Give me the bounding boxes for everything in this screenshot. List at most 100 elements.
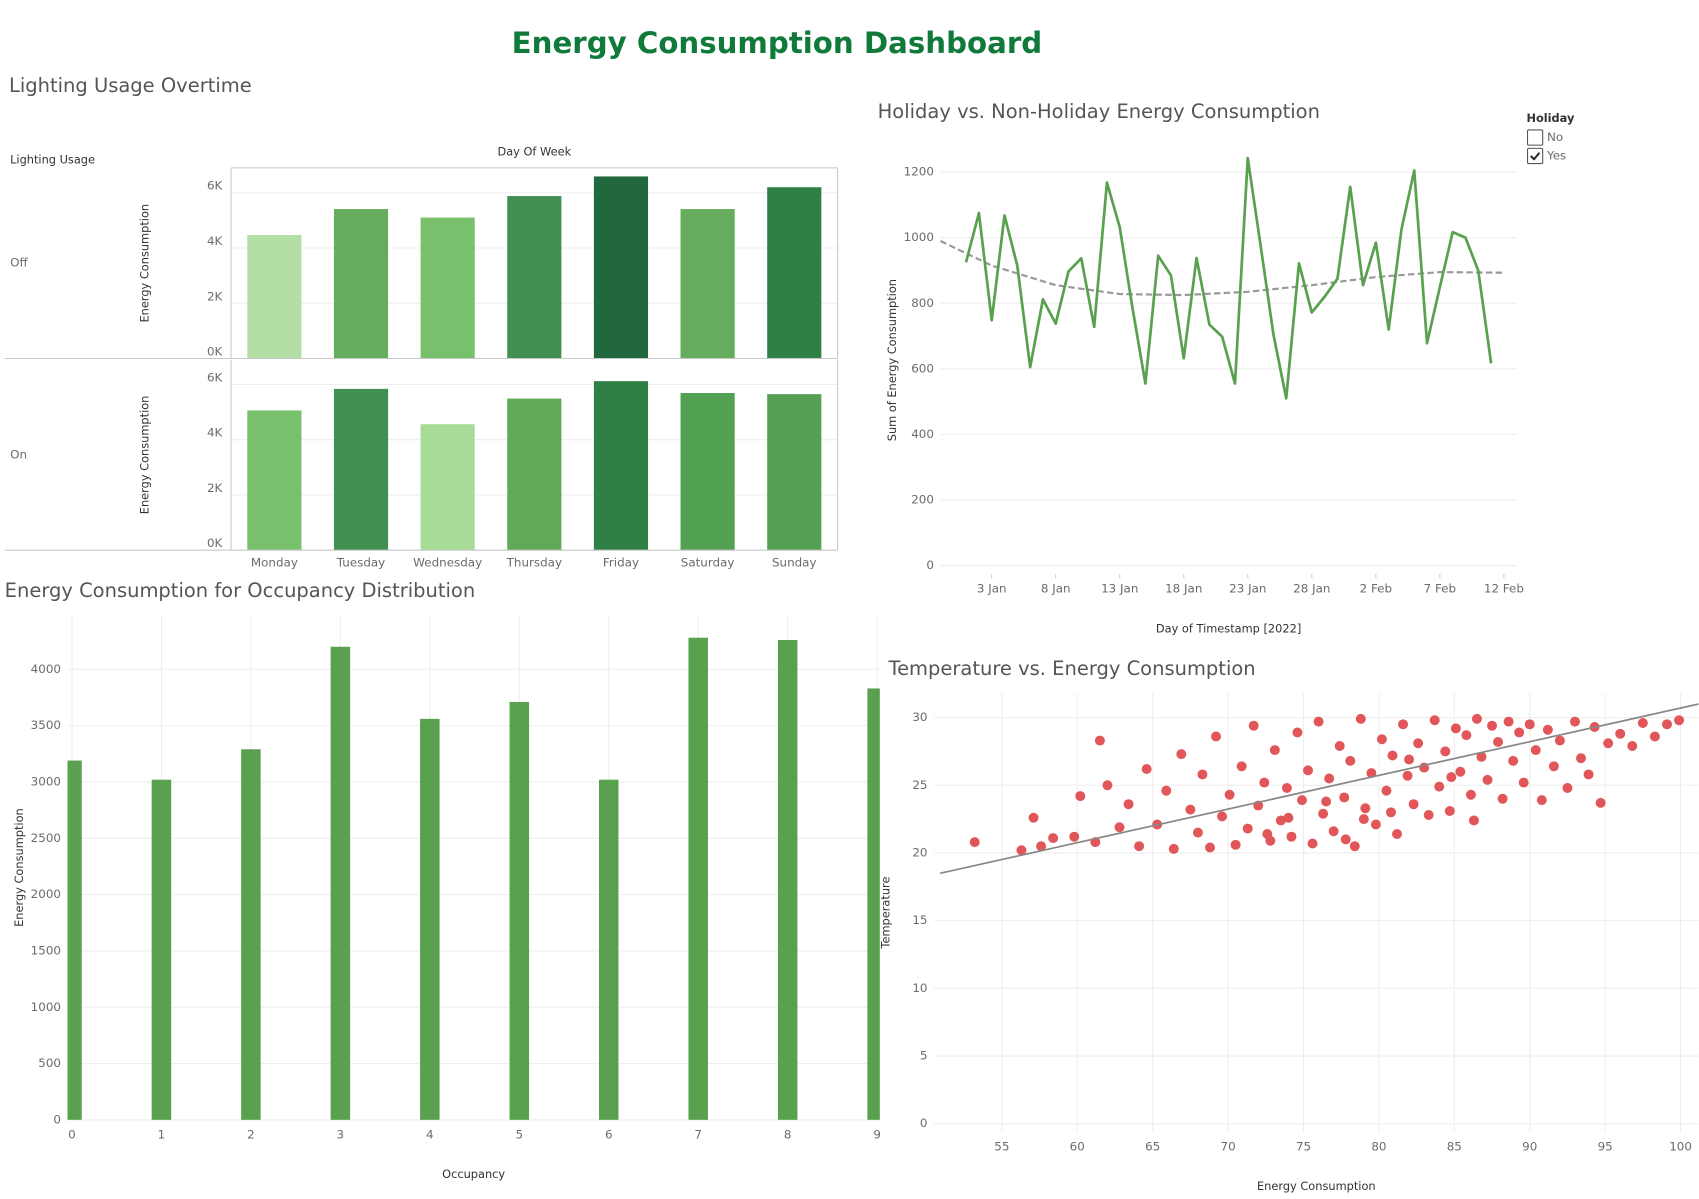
point: [1360, 803, 1371, 814]
bar: [680, 393, 735, 551]
point: [1542, 724, 1553, 735]
point: [1283, 812, 1294, 823]
point: [1114, 822, 1125, 833]
point: [1461, 730, 1472, 741]
row-header: Lighting Usage: [10, 152, 95, 166]
x-tick-label: 85: [1447, 1140, 1462, 1154]
y-tick-label: 400: [911, 427, 934, 441]
point: [1161, 785, 1172, 796]
y-tick-label: 2K: [207, 289, 224, 303]
bar: [151, 779, 172, 1120]
bar: [777, 639, 798, 1120]
point: [1536, 795, 1547, 806]
point: [1548, 761, 1559, 772]
point: [1102, 780, 1113, 791]
bar: [247, 410, 302, 551]
bar: [509, 701, 530, 1120]
dashboard-title: Energy Consumption Dashboard: [512, 26, 1043, 60]
y-tick-label: 4000: [31, 662, 61, 676]
point: [1518, 777, 1529, 788]
point: [1381, 785, 1392, 796]
x-tick-label: 100: [1669, 1140, 1692, 1154]
point: [1370, 819, 1381, 830]
point: [1340, 834, 1351, 845]
x-tick-label: 28 Jan: [1293, 582, 1330, 596]
point: [1446, 772, 1457, 783]
point: [1355, 713, 1366, 724]
y-tick-label: 1500: [31, 943, 61, 957]
x-tick-label: 7: [694, 1128, 702, 1142]
y-tick-label: 800: [911, 296, 934, 310]
point: [1595, 797, 1606, 808]
x-tick-label: 5: [515, 1128, 523, 1142]
point: [1197, 769, 1208, 780]
row-label: Off: [10, 256, 28, 270]
point: [1297, 795, 1307, 806]
x-tick-label: 3: [337, 1128, 345, 1142]
point: [1497, 793, 1508, 804]
point: [1328, 826, 1339, 837]
row-label: On: [10, 447, 27, 461]
bar: [507, 398, 562, 551]
point: [1192, 827, 1203, 838]
y-axis-title: Energy Consumption: [137, 204, 151, 323]
point: [1349, 841, 1360, 852]
chart-title: Temperature vs. Energy Consumption: [887, 657, 1255, 680]
x-tick-label: 55: [994, 1140, 1009, 1154]
y-tick-label: 5: [920, 1049, 928, 1063]
x-tick-label: 12 Feb: [1484, 582, 1524, 596]
x-tick-label: 60: [1070, 1140, 1085, 1154]
legend-checkbox[interactable]: [1526, 129, 1544, 146]
point: [1662, 719, 1672, 730]
point: [1248, 720, 1259, 731]
trend-line: [939, 703, 1699, 875]
point: [1321, 796, 1332, 807]
point: [1487, 720, 1498, 731]
point: [1376, 734, 1387, 745]
x-tick-label: Thursday: [506, 556, 562, 570]
y-tick-label: 1000: [904, 230, 934, 244]
point: [1465, 789, 1476, 800]
point: [1503, 716, 1514, 727]
point: [1387, 750, 1398, 761]
point: [1259, 777, 1270, 788]
x-tick-label: 65: [1145, 1140, 1160, 1154]
y-tick-label: 0K: [207, 345, 224, 359]
x-axis-title: Day of Timestamp [2022]: [1156, 621, 1301, 635]
y-tick-label: 2500: [31, 831, 61, 845]
point: [1524, 719, 1535, 730]
x-tick-label: 23 Jan: [1229, 582, 1266, 596]
x-tick-label: Saturday: [681, 556, 735, 570]
bar: [67, 760, 82, 1120]
point: [1615, 728, 1626, 739]
point: [1366, 768, 1377, 779]
point: [1048, 833, 1059, 844]
point: [1514, 727, 1525, 738]
point: [1292, 727, 1303, 738]
point: [1398, 719, 1409, 730]
point: [1262, 829, 1273, 839]
point: [1303, 765, 1314, 776]
point: [1036, 841, 1047, 852]
x-tick-label: 7 Feb: [1424, 582, 1456, 596]
point: [1569, 716, 1580, 727]
x-tick-label: Wednesday: [413, 556, 482, 570]
point: [1434, 781, 1445, 792]
x-tick-label: 2 Feb: [1360, 582, 1392, 596]
point: [1603, 738, 1614, 749]
point: [1217, 811, 1228, 822]
point: [1444, 805, 1455, 816]
plot-area: [939, 703, 1699, 875]
x-tick-label: 90: [1522, 1140, 1537, 1154]
bar: [867, 688, 880, 1120]
legend-checkbox[interactable]: [1526, 147, 1544, 165]
point: [1392, 829, 1402, 839]
point: [1627, 741, 1638, 751]
point: [1075, 791, 1086, 802]
x-tick-label: 3 Jan: [977, 582, 1007, 596]
point: [1576, 753, 1586, 764]
point: [1334, 741, 1345, 751]
x-tick-label: Friday: [603, 556, 639, 570]
bar: [507, 196, 562, 359]
point: [1440, 746, 1451, 757]
